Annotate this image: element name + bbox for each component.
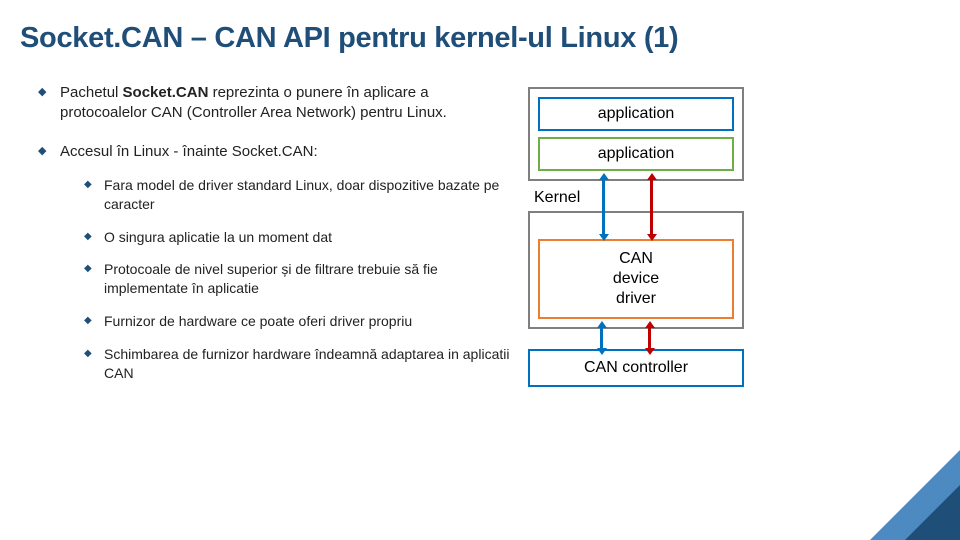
arrow-icon	[650, 179, 653, 235]
architecture-diagram: application application Kernel CAN devic…	[528, 87, 744, 401]
bullet-1: Pachetul Socket.CAN reprezinta o punere …	[38, 83, 510, 124]
arrow-icon	[602, 179, 605, 235]
userspace-box: application application	[528, 87, 744, 181]
arrow-icon	[600, 327, 603, 349]
kernel-box: CAN device driver	[528, 211, 744, 329]
subbullet-2: O singura aplicatie la un moment dat	[84, 228, 510, 247]
subbullet-1: Fara model de driver standard Linux, doa…	[84, 176, 510, 214]
subbullet-4: Furnizor de hardware ce poate oferi driv…	[84, 312, 510, 331]
can-controller-box: CAN controller	[528, 349, 744, 387]
arrow-icon	[648, 327, 651, 349]
kernel-label: Kernel	[534, 189, 744, 207]
slide-title: Socket.CAN – CAN API pentru kernel-ul Li…	[20, 22, 930, 55]
text-column: Pachetul Socket.CAN reprezinta o punere …	[20, 83, 510, 401]
can-device-driver-box: CAN device driver	[538, 239, 734, 319]
bullet-2: Accesul în Linux - înainte Socket.CAN: F…	[38, 142, 510, 383]
application-box-2: application	[538, 137, 734, 171]
application-box-1: application	[538, 97, 734, 131]
subbullet-5: Schimbarea de furnizor hardware îndeamnă…	[84, 345, 510, 383]
corner-decoration-icon	[905, 485, 960, 540]
subbullet-3: Protocoale de nivel superior și de filtr…	[84, 260, 510, 298]
